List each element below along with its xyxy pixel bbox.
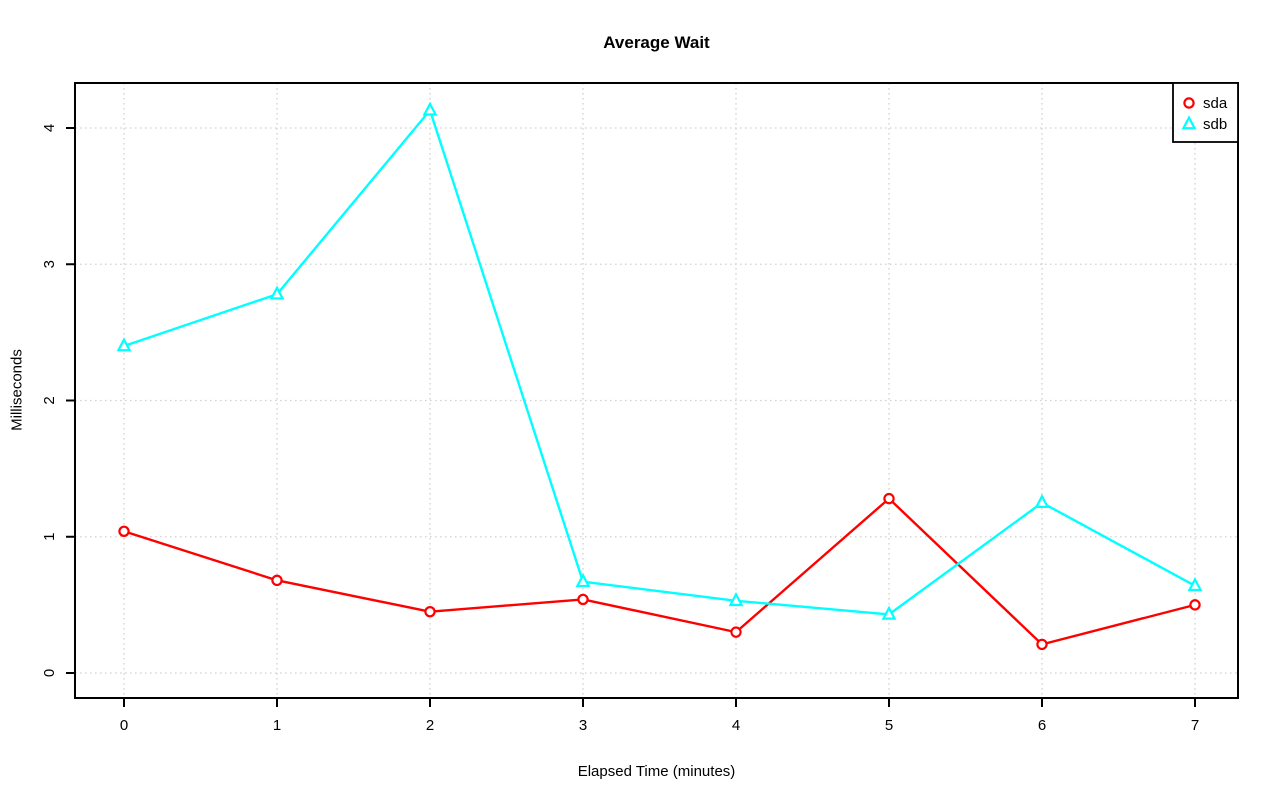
chart-title: Average Wait	[603, 33, 710, 52]
axis-ticks	[66, 127, 1196, 707]
y-tick-label: 3	[41, 260, 58, 268]
series-sda	[118, 492, 1201, 651]
y-tick-label: 1	[41, 533, 58, 541]
data-point-circle	[730, 626, 742, 638]
data-point-triangle	[422, 101, 438, 116]
x-tick-label: 1	[273, 717, 281, 734]
legend-label-sda: sda	[1203, 95, 1228, 112]
y-axis-title: Milliseconds	[8, 349, 26, 431]
data-point-triangle	[116, 337, 132, 352]
data-point-circle	[271, 574, 283, 587]
data-point-circle	[1036, 638, 1048, 651]
y-tick-label: 0	[41, 669, 58, 677]
data-point-triangle	[1187, 577, 1203, 592]
data-point-circle	[118, 525, 130, 538]
legend: sda sdb	[1172, 82, 1239, 143]
x-tick-label: 2	[426, 717, 434, 734]
data-point-circle	[1189, 599, 1201, 611]
data-point-circle	[424, 605, 436, 618]
y-tick-label: 2	[41, 396, 58, 404]
legend-label-sdb: sdb	[1203, 116, 1227, 133]
x-axis-title: Elapsed Time (minutes)	[577, 763, 736, 780]
x-tick-label: 6	[1038, 717, 1046, 734]
series-line-sda	[122, 497, 1197, 646]
data-point-triangle	[575, 572, 591, 588]
legend-box	[1172, 82, 1239, 143]
grid-lines	[75, 83, 1238, 698]
y-tick-label: 4	[41, 124, 58, 132]
x-tick-label: 0	[120, 717, 128, 734]
series-sdb	[116, 101, 1203, 620]
data-point-triangle	[1181, 115, 1197, 130]
data-point-triangle	[881, 605, 897, 620]
data-point-triangle	[269, 285, 285, 300]
data-point-triangle	[1034, 493, 1050, 508]
x-tick-label: 5	[885, 717, 893, 734]
data-point-triangle	[728, 592, 744, 607]
data-point-circle	[1183, 97, 1195, 109]
series-line-sdb	[122, 109, 1197, 616]
axis-tick-labels: 0 1 2 3 4 5 6 7 0 1 2 3 4	[41, 124, 1199, 734]
plot-border	[74, 82, 1239, 699]
x-tick-label: 3	[579, 717, 587, 734]
x-tick-label: 7	[1191, 717, 1199, 734]
data-point-circle	[883, 492, 895, 505]
x-tick-label: 4	[732, 717, 740, 734]
data-point-circle	[577, 593, 589, 606]
